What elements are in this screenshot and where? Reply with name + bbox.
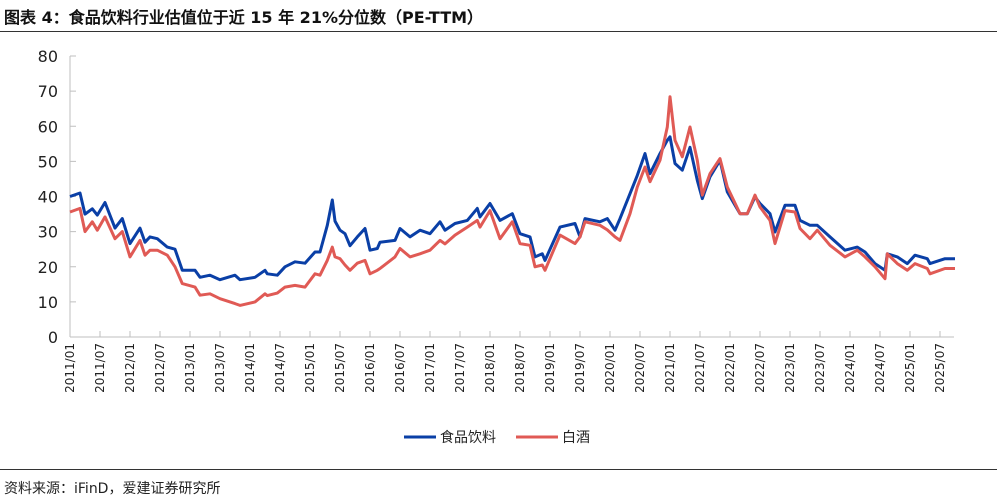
x-tick-label: 2024/01 <box>843 343 857 393</box>
y-tick-label: 70 <box>38 82 58 101</box>
x-tick-label: 2018/01 <box>483 343 497 393</box>
x-tick-label: 2021/01 <box>663 343 677 393</box>
y-tick-label: 50 <box>38 152 58 171</box>
x-tick-label: 2023/01 <box>783 343 797 393</box>
x-tick-label: 2022/07 <box>753 343 767 393</box>
x-tick-label: 2018/07 <box>513 343 527 393</box>
legend: 食品饮料 白酒 <box>404 429 590 446</box>
x-tick-label: 2019/01 <box>543 343 557 393</box>
chart-title: 图表 4：食品饮料行业估值位于近 15 年 21%分位数（PE-TTM） <box>4 8 484 27</box>
series-lines <box>69 95 955 307</box>
y-tick-label: 60 <box>38 117 58 136</box>
x-tick-label: 2014/01 <box>243 343 257 393</box>
x-tick-label: 2023/07 <box>813 343 827 393</box>
x-tick-label: 2015/07 <box>333 343 347 393</box>
series-line-baijiu <box>69 95 955 307</box>
x-tick-label: 2013/07 <box>213 343 227 393</box>
x-tick-label: 2012/01 <box>123 343 137 393</box>
x-tick-label: 2011/07 <box>93 343 107 393</box>
y-tick-label: 0 <box>48 328 58 347</box>
x-tick-label: 2015/01 <box>303 343 317 393</box>
x-tick-label: 2017/07 <box>453 343 467 393</box>
y-tick-label: 80 <box>38 47 58 66</box>
line-chart: 0 10 20 30 40 50 60 70 80 2011/01 2011/07 2012/01 20… <box>38 47 955 446</box>
x-tick-label: 2020/01 <box>603 343 617 393</box>
x-tick-label: 2017/01 <box>423 343 437 393</box>
x-tick-label: 2016/01 <box>363 343 377 393</box>
x-tick-label: 2019/07 <box>573 343 587 393</box>
x-tick-label: 2025/01 <box>903 343 917 393</box>
series-line-food-beverage <box>69 135 955 282</box>
legend-label-baijiu: 白酒 <box>562 430 590 446</box>
axes: 0 10 20 30 40 50 60 70 80 2011/01 2011/07 2012/01 20… <box>38 47 954 393</box>
title-divider <box>0 31 997 32</box>
x-tick-label: 2011/01 <box>63 343 77 393</box>
y-tick-label: 40 <box>38 188 58 207</box>
x-tick-label: 2020/07 <box>633 343 647 393</box>
x-tick-label: 2012/07 <box>153 343 167 393</box>
y-tick-label: 10 <box>38 293 58 312</box>
y-tick-label: 30 <box>38 223 58 242</box>
source-divider <box>0 469 997 470</box>
y-tick-label: 20 <box>38 258 58 277</box>
x-tick-label: 2014/07 <box>273 343 287 393</box>
x-tick-label: 2022/01 <box>723 343 737 393</box>
x-tick-label: 2013/01 <box>183 343 197 393</box>
legend-label-food-beverage: 食品饮料 <box>440 429 496 446</box>
x-tick-label: 2021/07 <box>693 343 707 393</box>
source-note: 资料来源：iFinD，爱建证券研究所 <box>4 481 221 497</box>
x-tick-label: 2024/07 <box>873 343 887 393</box>
x-tick-label: 2016/07 <box>393 343 407 393</box>
x-tick-label: 2025/07 <box>933 343 947 393</box>
